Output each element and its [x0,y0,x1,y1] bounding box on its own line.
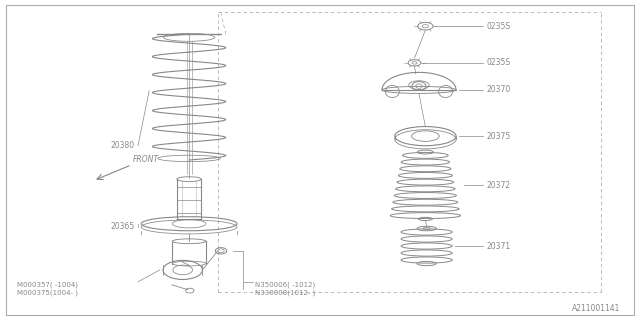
Text: 0235S: 0235S [486,22,510,31]
Text: 20371: 20371 [486,242,510,251]
Text: N350006( -1012): N350006( -1012) [255,282,315,288]
Text: 20372: 20372 [486,181,510,190]
Text: 20370: 20370 [486,85,510,94]
Text: M000357( -1004): M000357( -1004) [17,282,77,288]
Text: 0235S: 0235S [486,58,510,67]
Text: A211001141: A211001141 [572,304,620,313]
Text: 20380: 20380 [111,141,135,150]
Text: M000375(1004- ): M000375(1004- ) [17,289,77,296]
Text: 20375: 20375 [486,132,510,140]
Text: N330008(1012- ): N330008(1012- ) [255,289,316,296]
Text: 20365: 20365 [111,222,135,231]
Text: FRONT: FRONT [133,155,159,164]
